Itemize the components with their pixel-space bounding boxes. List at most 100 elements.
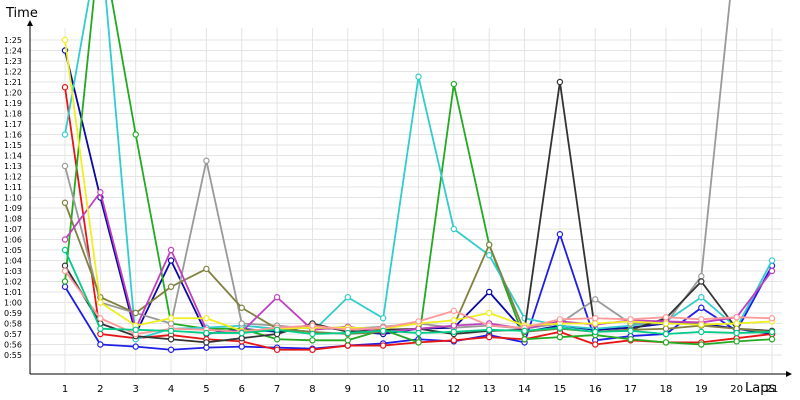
y-tick-label: 1:21 [4,78,22,87]
data-point [698,341,705,348]
data-point [61,162,69,170]
data-point [132,343,139,350]
data-point [486,241,493,248]
data-point [662,339,670,346]
data-point [521,327,528,335]
data-point [61,36,69,44]
data-point [167,327,175,335]
data-point [556,324,564,331]
y-tick-label: 1:19 [4,99,22,108]
data-point [309,322,316,329]
data-point [238,320,245,327]
x-tick-label: 2 [97,384,103,395]
data-point [627,316,634,323]
data-point [486,252,493,259]
data-point [379,315,387,322]
data-point [592,341,599,348]
data-point [662,314,670,321]
data-point [486,288,493,296]
data-point [132,131,139,138]
data-point [698,278,705,285]
data-point [203,265,210,273]
y-tick-label: 1:15 [4,141,22,150]
data-point [698,273,705,280]
data-point [61,236,69,243]
data-point [61,84,69,91]
x-tick-label: 17 [624,384,637,395]
data-point [592,328,599,336]
data-point [450,307,458,315]
data-point [167,346,175,353]
data-point [273,326,281,333]
data-point [592,315,599,322]
y-tick-label: 1:24 [4,47,22,56]
y-tick-label: 1:04 [4,257,22,266]
x-axis-title: Laps [745,381,775,396]
data-point [627,336,634,343]
data-point [203,315,210,322]
data-point [61,246,69,254]
x-tick-label: 21 [766,384,779,395]
data-point [379,327,387,335]
data-point [167,246,175,254]
x-tick-label: 4 [168,384,174,395]
y-tick-label: 1:07 [4,225,22,234]
data-point [556,333,564,341]
x-tick-label: 11 [412,384,425,395]
data-point [662,320,670,327]
data-point [97,330,104,338]
y-tick-label: 1:25 [4,36,22,45]
x-tick-label: 20 [730,384,743,395]
y-tick-label: 1:09 [4,204,22,213]
data-point [733,329,740,337]
x-tick-label: 13 [483,384,496,395]
data-point [167,283,175,290]
y-tick-label: 1:13 [4,162,22,171]
data-point [97,325,104,332]
x-tick-label: 5 [203,384,209,395]
data-point [698,321,705,328]
data-point [556,78,564,86]
data-point [97,341,104,348]
x-tick-label: 10 [377,384,390,395]
data-point [768,257,776,264]
data-point [627,327,634,335]
x-tick-label: 15 [554,384,567,395]
data-point [61,278,69,285]
x-tick-label: 7 [274,384,280,395]
y-axis-arrow [27,20,33,26]
data-point [450,317,458,324]
data-point [97,299,104,306]
data-point [61,267,69,275]
series-12 [61,246,776,338]
data-point [167,320,175,327]
x-tick-label: 18 [660,384,673,395]
data-point [521,336,528,343]
data-point [238,343,245,350]
y-tick-label: 0:56 [4,341,22,350]
y-tick-label: 1:14 [4,152,22,161]
data-point [344,329,351,337]
data-point [450,225,458,233]
data-point [238,335,245,342]
data-point [61,131,69,138]
data-point [97,315,104,322]
y-tick-label: 1:08 [4,215,22,224]
y-tick-label: 1:22 [4,68,22,77]
data-point [309,337,316,344]
y-tick-label: 1:18 [4,110,22,119]
y-tick-label: 0:59 [4,309,22,318]
y-tick-label: 1:00 [4,299,22,308]
data-point [768,267,776,275]
data-point [344,337,351,344]
data-point [450,328,458,336]
y-tick-label: 1:06 [4,236,22,245]
y-tick-label: 1:17 [4,120,22,129]
data-point [592,320,599,327]
data-point [344,342,351,349]
y-axis-title: Time [5,6,38,21]
x-tick-label: 14 [518,384,531,395]
x-tick-label: 8 [309,384,315,395]
data-point [486,333,493,341]
data-point [662,330,670,338]
